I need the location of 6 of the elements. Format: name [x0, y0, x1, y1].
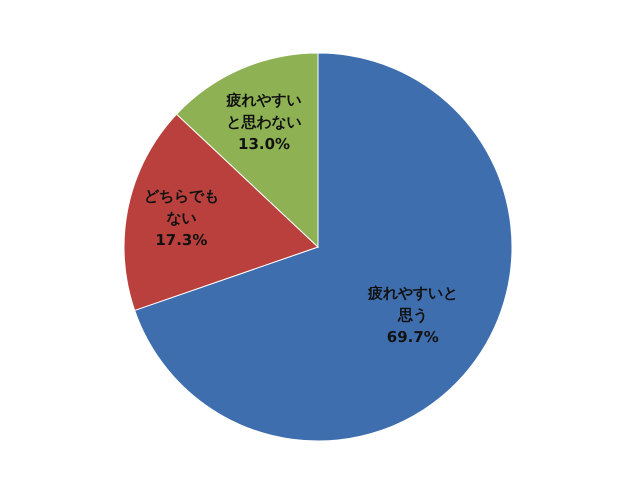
data-label: 17.3% [154, 230, 208, 251]
data-label: 13.0% [237, 134, 292, 156]
slice-label: 疲れやすいと思う [366, 282, 459, 326]
slice-label: 疲れやすいと思わない [226, 90, 303, 134]
data-label: 69.7% [386, 326, 440, 348]
slice-label: どちらでもない [142, 186, 220, 229]
